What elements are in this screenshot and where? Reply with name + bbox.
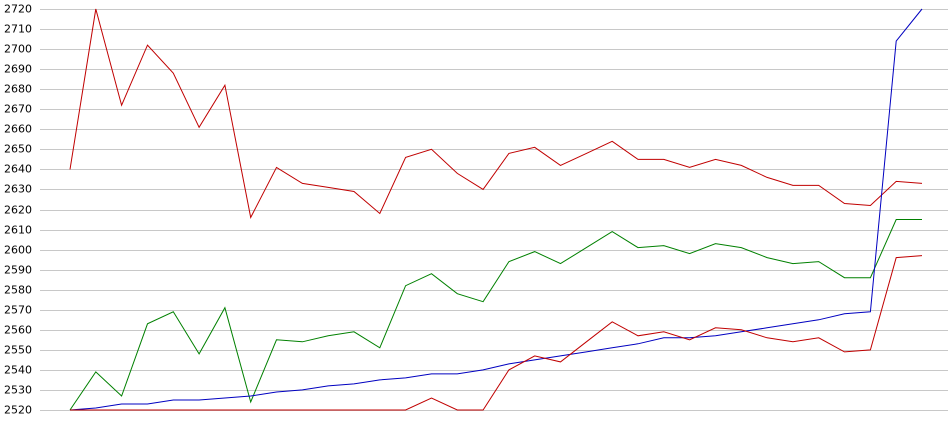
y-tick-label: 2610 bbox=[4, 224, 32, 237]
y-tick-label: 2680 bbox=[4, 83, 32, 96]
y-tick-label: 2560 bbox=[4, 324, 32, 337]
y-tick-label: 2670 bbox=[4, 103, 32, 116]
series-line bbox=[69, 8, 923, 411]
y-tick-label: 2690 bbox=[4, 63, 32, 76]
series-line bbox=[70, 255, 923, 411]
y-tick-label: 2590 bbox=[4, 264, 32, 277]
y-tick-label: 2600 bbox=[4, 244, 32, 257]
series-line bbox=[69, 8, 923, 220]
y-tick-label: 2620 bbox=[4, 204, 32, 217]
y-tick-label: 2630 bbox=[4, 183, 32, 196]
y-tick-label: 2700 bbox=[4, 43, 32, 56]
y-tick-label: 2720 bbox=[4, 3, 32, 16]
y-tick-label: 2580 bbox=[4, 284, 32, 297]
y-tick-label: 2530 bbox=[4, 384, 32, 397]
y-tick-label: 2650 bbox=[4, 143, 32, 156]
y-tick-label: 2660 bbox=[4, 123, 32, 136]
series-line bbox=[69, 219, 922, 411]
y-tick-label: 2640 bbox=[4, 163, 32, 176]
y-tick-label: 2570 bbox=[4, 304, 32, 317]
y-tick-label: 2540 bbox=[4, 364, 32, 377]
y-tick-label: 2550 bbox=[4, 344, 32, 357]
y-tick-label: 2520 bbox=[4, 404, 32, 417]
y-tick-label: 2710 bbox=[4, 23, 32, 36]
